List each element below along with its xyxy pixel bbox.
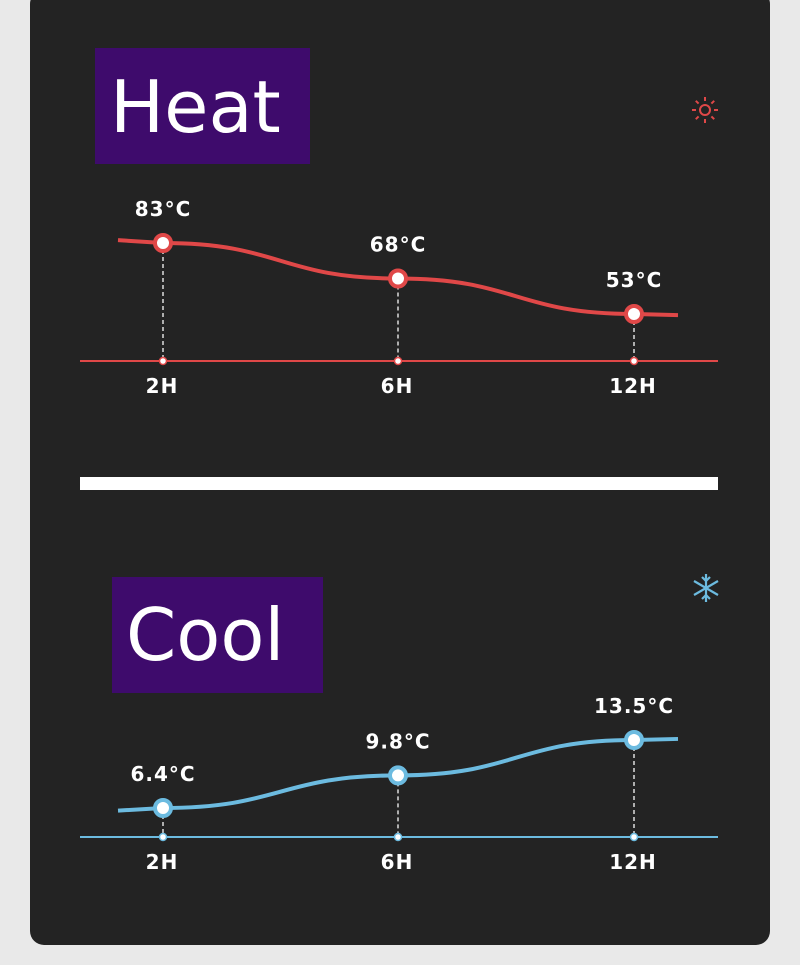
point bbox=[388, 268, 408, 289]
value-label: 6.4°C bbox=[130, 762, 195, 786]
x-tick-label: 6H bbox=[381, 374, 414, 398]
title-box bbox=[95, 48, 310, 164]
x-tick-label: 12H bbox=[609, 850, 657, 874]
value-label: 53°C bbox=[606, 268, 663, 292]
divider bbox=[80, 477, 718, 490]
chart-title: Cool bbox=[126, 593, 284, 677]
point bbox=[153, 233, 173, 253]
point bbox=[153, 798, 173, 818]
x-tick-label: 12H bbox=[609, 374, 657, 398]
x-tick-label: 2H bbox=[146, 850, 179, 874]
axis-dot bbox=[158, 356, 168, 366]
snowflake-icon bbox=[693, 574, 719, 602]
axis-dot bbox=[629, 832, 639, 842]
value-label: 83°C bbox=[135, 197, 192, 221]
axis-dot bbox=[158, 832, 168, 842]
point bbox=[388, 765, 408, 786]
title-box bbox=[112, 577, 323, 693]
x-tick-label: 2H bbox=[146, 374, 179, 398]
value-label: 13.5°C bbox=[594, 694, 674, 718]
value-label: 9.8°C bbox=[365, 729, 430, 753]
chart-title: Heat bbox=[110, 65, 281, 149]
point bbox=[624, 304, 644, 324]
axis-dot bbox=[393, 356, 403, 366]
axis-dot bbox=[393, 832, 403, 842]
x-tick-label: 6H bbox=[381, 850, 414, 874]
axis-dot bbox=[629, 356, 639, 366]
sun-icon bbox=[692, 97, 718, 123]
card bbox=[30, 0, 770, 945]
value-label: 68°C bbox=[370, 233, 427, 257]
point bbox=[624, 730, 644, 750]
